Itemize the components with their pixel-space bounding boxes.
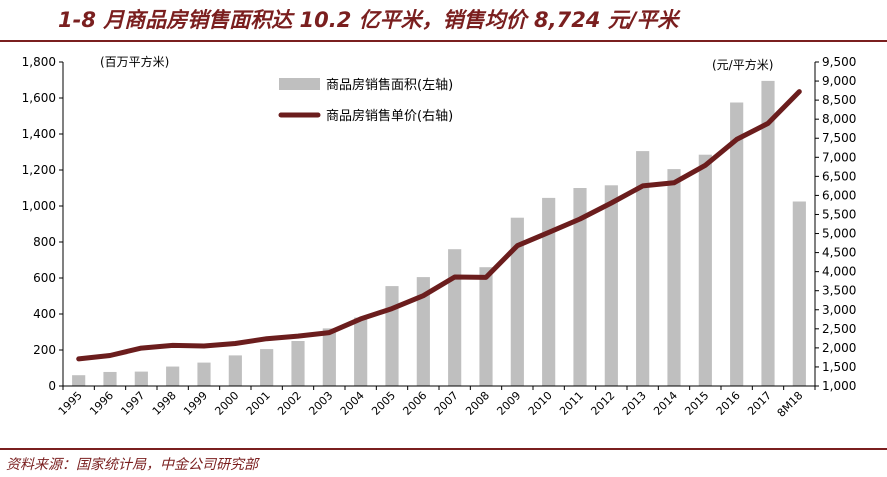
area-bar [72,375,86,386]
left-axis-tick-label: 400 [33,307,56,321]
x-axis-tick-label: 2009 [494,389,523,418]
left-axis: 0 200 400 600 800 1,000 1,200 1,400 1,600 1,800 [22,55,64,393]
area-bar [730,102,744,386]
x-axis-tick-label: 1996 [87,389,116,418]
left-axis-tick-label: 1,400 [22,127,56,141]
x-axis-tick-label: 2012 [588,389,617,418]
price-line-group [76,89,802,362]
right-axis-tick-label: 3,000 [822,303,856,317]
left-axis-tick-label: 1,000 [22,199,56,213]
area-bar [479,267,493,386]
area-bar [636,151,650,386]
right-axis-unit-label: (元/平方米) [712,57,773,72]
right-axis-tick-label: 7,500 [822,131,856,145]
x-axis-tick-label: 1999 [181,389,210,418]
area-bar [761,80,775,387]
area-bar [354,317,368,386]
area-bar [260,349,274,386]
area-bar [510,217,524,386]
right-axis-tick-label: 7,000 [822,150,856,164]
right-axis-tick-label: 3,500 [822,284,856,298]
area-bar [134,371,148,386]
left-axis-tick-label: 200 [33,343,56,357]
area-bar [542,197,556,386]
right-axis-tick-label: 8,000 [822,112,856,126]
left-axis-tick-label: 600 [33,271,56,285]
x-axis: 1995 1996 1997 1998 1999 2000 2001 2002 2003 2004… [56,385,816,420]
x-axis-tick-label: 2017 [745,389,774,418]
right-axis-tick-label: 8,500 [822,93,856,107]
right-axis-tick-label: 5,500 [822,207,856,221]
x-axis-tick-label: 2016 [714,389,743,418]
right-axis-tick-label: 5,000 [822,227,856,241]
x-axis-tick-label: 2001 [244,389,273,418]
right-axis-tick-label: 1,000 [822,379,856,393]
area-bar [197,362,211,386]
left-axis-tick-label: 0 [48,379,56,393]
right-axis-tick-label: 6,500 [822,169,856,183]
area-bar [103,371,117,386]
area-bar [322,328,336,386]
area-bar [573,188,587,386]
x-axis-tick-label: 8M18 [775,389,806,420]
right-axis-tick-label: 2,000 [822,341,856,355]
right-axis-tick-label: 9,500 [822,55,856,69]
source-note: 资料来源：国家统计局，中金公司研究部 [6,457,258,473]
left-axis-tick-label: 1,600 [22,91,56,105]
x-axis-tick-label: 2010 [526,389,555,418]
x-axis-tick-label: 2006 [400,389,429,418]
area-bar [291,341,305,386]
x-axis-tick-label: 1997 [118,389,147,418]
x-axis-tick-label: 2013 [620,389,649,418]
area-bar [228,355,242,386]
legend-line-label: 商品房销售单价(右轴) [326,108,453,124]
left-axis-unit-label: (百万平方米) [100,54,169,69]
right-axis-tick-label: 9,000 [822,74,856,88]
area-bar [416,277,430,386]
legend-bar-swatch [279,78,320,90]
x-axis-tick-label: 2003 [306,389,335,418]
source-bar: 资料来源：国家统计局，中金公司研究部 [0,448,887,477]
chart: 0 200 400 600 800 1,000 1,200 1,400 1,600 1,800 1… [22,54,857,420]
right-axis-tick-label: 4,500 [822,246,856,260]
price-line [76,89,802,362]
legend: 商品房销售面积(左轴) 商品房销售单价(右轴) [278,77,453,124]
legend-bar-label: 商品房销售面积(左轴) [326,77,453,93]
right-axis-tick-label: 2,500 [822,322,856,336]
right-axis-tick-label: 4,000 [822,265,856,279]
x-axis-tick-label: 2015 [682,389,711,418]
title-bar: 1-8 月商品房销售面积达 10.2 亿平米，销售均价 8,724 元/平米 [0,0,887,42]
right-axis-tick-label: 1,500 [822,360,856,374]
left-axis-tick-label: 1,800 [22,55,56,69]
area-bar [792,201,806,386]
area-bar [698,154,712,386]
x-axis-tick-label: 2008 [463,389,492,418]
x-axis-tick-label: 2005 [369,389,398,418]
area-bars [72,80,806,387]
x-axis-tick-label: 1995 [56,389,85,418]
right-axis-tick-label: 6,000 [822,188,856,202]
area-bar [166,366,180,386]
x-axis-tick-label: 2002 [275,389,304,418]
right-axis: 1,000 1,500 2,000 2,500 3,000 3,500 4,000 4,500… [814,55,856,393]
x-axis-tick-label: 2004 [338,389,367,418]
left-axis-tick-label: 800 [33,235,56,249]
x-axis-tick-label: 2011 [557,389,586,418]
area-bar [667,169,681,386]
x-axis-tick-label: 1998 [150,389,179,418]
x-axis-tick-label: 2014 [651,389,680,418]
area-bar [385,286,399,386]
area-bar [604,185,618,386]
left-axis-tick-label: 1,200 [22,163,56,177]
area-bar [448,249,462,386]
x-axis-tick-label: 2007 [432,389,461,418]
x-axis-tick-label: 2000 [212,389,241,418]
page-title: 1-8 月商品房销售面积达 10.2 亿平米，销售均价 8,724 元/平米 [58,8,679,32]
